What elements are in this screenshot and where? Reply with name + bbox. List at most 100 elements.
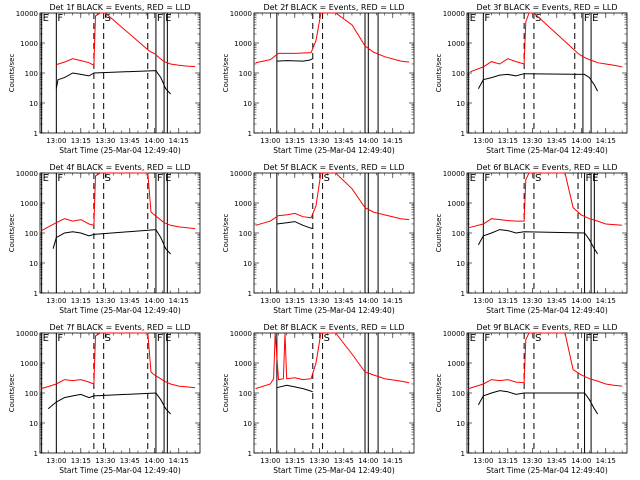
x-tick-label: 13:00 bbox=[260, 457, 280, 465]
x-tick-label: 13:30 bbox=[309, 137, 329, 145]
panel-title: Det 2f BLACK = Events, RED = LLD bbox=[263, 3, 404, 12]
x-tick-label: 13:45 bbox=[334, 457, 354, 465]
x-axis-label: Start Time (25-Mar-04 12:49:40) bbox=[273, 146, 395, 155]
y-tick-label: 100 bbox=[452, 390, 465, 398]
x-tick-label: 13:30 bbox=[309, 297, 329, 305]
y-tick-label: 10 bbox=[29, 260, 38, 268]
y-axis-label: Counts/sec bbox=[222, 214, 230, 253]
panel-title: Det 7f BLACK = Events, RED = LLD bbox=[49, 323, 190, 332]
x-tick-label: 13:00 bbox=[473, 137, 493, 145]
y-tick-label: 10000 bbox=[443, 10, 465, 18]
x-tick-label: 13:45 bbox=[334, 297, 354, 305]
y-tick-label: 10 bbox=[456, 100, 465, 108]
event-marker-label: E bbox=[470, 333, 476, 344]
y-tick-label: 1000 bbox=[234, 360, 252, 368]
y-tick-label: 10000 bbox=[230, 170, 252, 178]
y-tick-label: 10000 bbox=[16, 10, 38, 18]
y-tick-label: 100 bbox=[452, 230, 465, 238]
panel-title: Det 1f BLACK = Events, RED = LLD bbox=[49, 3, 190, 12]
event-marker-label: E bbox=[165, 13, 171, 24]
y-axis-label: Counts/sec bbox=[8, 54, 16, 93]
x-axis-label: Start Time (25-Mar-04 12:49:40) bbox=[59, 466, 181, 475]
x-tick-label: 14:00 bbox=[358, 297, 378, 305]
panel-title: Det 5f BLACK = Events, RED = LLD bbox=[263, 163, 404, 172]
y-tick-label: 1 bbox=[461, 290, 465, 298]
x-tick-label: 14:00 bbox=[571, 137, 591, 145]
event-marker-label: F bbox=[586, 173, 592, 184]
events-series-line bbox=[276, 384, 313, 393]
x-tick-label: 13:30 bbox=[309, 457, 329, 465]
y-tick-label: 10000 bbox=[230, 10, 252, 18]
event-marker-label: F bbox=[57, 173, 63, 184]
y-tick-label: 100 bbox=[25, 70, 38, 78]
y-tick-label: 10 bbox=[243, 100, 252, 108]
x-tick-label: 13:30 bbox=[522, 137, 542, 145]
y-tick-label: 10000 bbox=[443, 170, 465, 178]
y-tick-label: 10 bbox=[29, 420, 38, 428]
x-axis-label: Start Time (25-Mar-04 12:49:40) bbox=[59, 146, 181, 155]
x-tick-label: 14:00 bbox=[144, 297, 164, 305]
x-tick-label: 14:15 bbox=[169, 457, 189, 465]
event-marker-label: S bbox=[535, 13, 541, 24]
x-tick-label: 13:15 bbox=[498, 297, 518, 305]
y-axis-label: Counts/sec bbox=[8, 214, 16, 253]
x-tick-label: 13:30 bbox=[95, 137, 115, 145]
x-tick-label: 14:00 bbox=[144, 457, 164, 465]
x-tick-label: 13:00 bbox=[46, 297, 66, 305]
x-tick-label: 13:15 bbox=[285, 297, 305, 305]
lld-series-line bbox=[41, 332, 196, 390]
x-tick-label: 13:00 bbox=[46, 137, 66, 145]
x-tick-label: 13:15 bbox=[498, 137, 518, 145]
lld-series-line bbox=[255, 332, 410, 390]
event-marker-label: E bbox=[592, 13, 598, 24]
y-axis-label: Counts/sec bbox=[435, 214, 443, 253]
x-tick-label: 13:45 bbox=[120, 297, 140, 305]
x-tick-label: 13:00 bbox=[260, 137, 280, 145]
x-tick-label: 13:30 bbox=[522, 457, 542, 465]
x-tick-label: 14:15 bbox=[596, 457, 616, 465]
event-marker-label: S bbox=[105, 333, 111, 344]
x-tick-label: 13:15 bbox=[71, 457, 91, 465]
event-marker-label: F bbox=[584, 13, 590, 24]
y-tick-label: 1000 bbox=[20, 40, 38, 48]
event-marker-label: F bbox=[484, 333, 490, 344]
y-tick-label: 1 bbox=[461, 450, 465, 458]
events-series-line bbox=[477, 73, 599, 92]
x-tick-label: 14:00 bbox=[144, 137, 164, 145]
panel-title: Det 4f BLACK = Events, RED = LLD bbox=[49, 163, 190, 172]
y-tick-label: 10000 bbox=[230, 330, 252, 338]
x-tick-label: 13:30 bbox=[95, 297, 115, 305]
y-tick-label: 100 bbox=[452, 70, 465, 78]
x-tick-label: 13:00 bbox=[260, 297, 280, 305]
x-tick-label: 13:45 bbox=[547, 297, 567, 305]
y-tick-label: 1 bbox=[34, 290, 38, 298]
y-tick-label: 10 bbox=[243, 420, 252, 428]
x-tick-label: 13:45 bbox=[120, 457, 140, 465]
x-axis-label: Start Time (25-Mar-04 12:49:40) bbox=[486, 306, 608, 315]
event-marker-label: S bbox=[105, 13, 111, 24]
y-tick-label: 10000 bbox=[16, 330, 38, 338]
y-axis-label: Counts/sec bbox=[222, 374, 230, 413]
x-tick-label: 13:30 bbox=[95, 457, 115, 465]
x-tick-label: 13:30 bbox=[522, 297, 542, 305]
y-tick-label: 10 bbox=[243, 260, 252, 268]
panel-title: Det 8f BLACK = Events, RED = LLD bbox=[263, 323, 404, 332]
x-tick-label: 13:15 bbox=[285, 457, 305, 465]
x-axis-label: Start Time (25-Mar-04 12:49:40) bbox=[273, 466, 395, 475]
x-tick-label: 14:15 bbox=[169, 137, 189, 145]
x-tick-label: 13:00 bbox=[46, 457, 66, 465]
events-series-line bbox=[477, 390, 599, 415]
x-tick-label: 13:15 bbox=[71, 297, 91, 305]
x-tick-label: 14:00 bbox=[571, 457, 591, 465]
y-tick-label: 10 bbox=[29, 100, 38, 108]
event-marker-label: E bbox=[470, 173, 476, 184]
y-tick-label: 1 bbox=[248, 290, 252, 298]
x-tick-label: 13:45 bbox=[547, 137, 567, 145]
y-tick-label: 1 bbox=[34, 130, 38, 138]
event-marker-label: S bbox=[105, 173, 111, 184]
lld-series-line bbox=[41, 172, 196, 232]
event-marker-label: F bbox=[484, 173, 490, 184]
events-series-line bbox=[55, 70, 171, 95]
lld-series-line bbox=[468, 332, 623, 390]
